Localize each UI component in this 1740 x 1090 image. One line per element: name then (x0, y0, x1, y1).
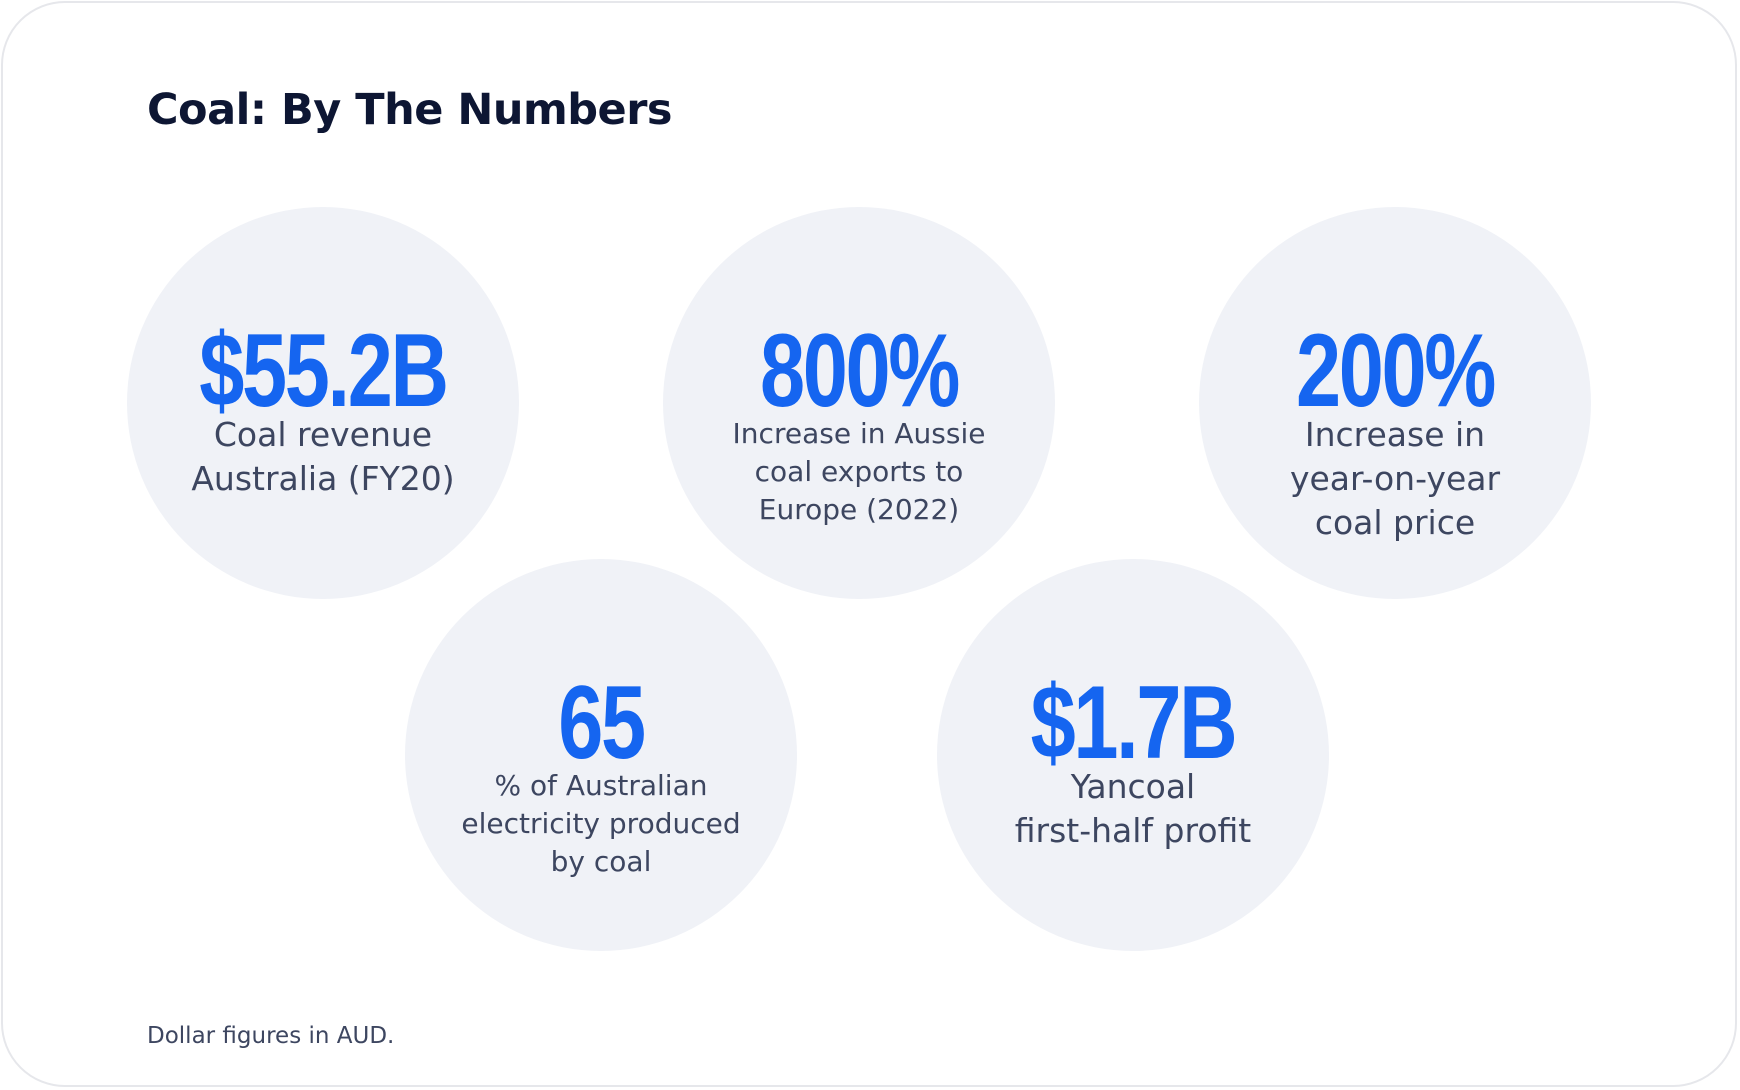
stat-value: $1.7B (1030, 665, 1238, 781)
stat-caption: % of Australian electricity produced by … (461, 769, 741, 878)
stat-caption: Coal revenue Australia (FY20) (191, 415, 455, 498)
stat-circle-coal-exports: 800% Increase in Aussie coal exports to … (663, 207, 1055, 599)
stat-caption: Yancoal first-half profit (1014, 767, 1252, 850)
stat-value: $55.2B (199, 313, 449, 429)
stat-circle-yancoal-profit: $1.7B Yancoal first-half profit (937, 559, 1329, 951)
stat-value: 200% (1295, 313, 1496, 429)
stat-circle-electricity-share: 65 % of Australian electricity produced … (405, 559, 797, 951)
stat-circle-coal-price: 200% Increase in year-on-year coal price (1199, 207, 1591, 599)
stat-value: 800% (759, 313, 960, 429)
footnote: Dollar figures in AUD. (147, 1023, 395, 1049)
stat-caption: Increase in year-on-year coal price (1289, 415, 1501, 542)
stat-value: 65 (558, 665, 646, 781)
stat-caption: Increase in Aussie coal exports to Europ… (732, 417, 986, 526)
stat-circle-coal-revenue: $55.2B Coal revenue Australia (FY20) (127, 207, 519, 599)
page-title: Coal: By The Numbers (147, 85, 673, 135)
